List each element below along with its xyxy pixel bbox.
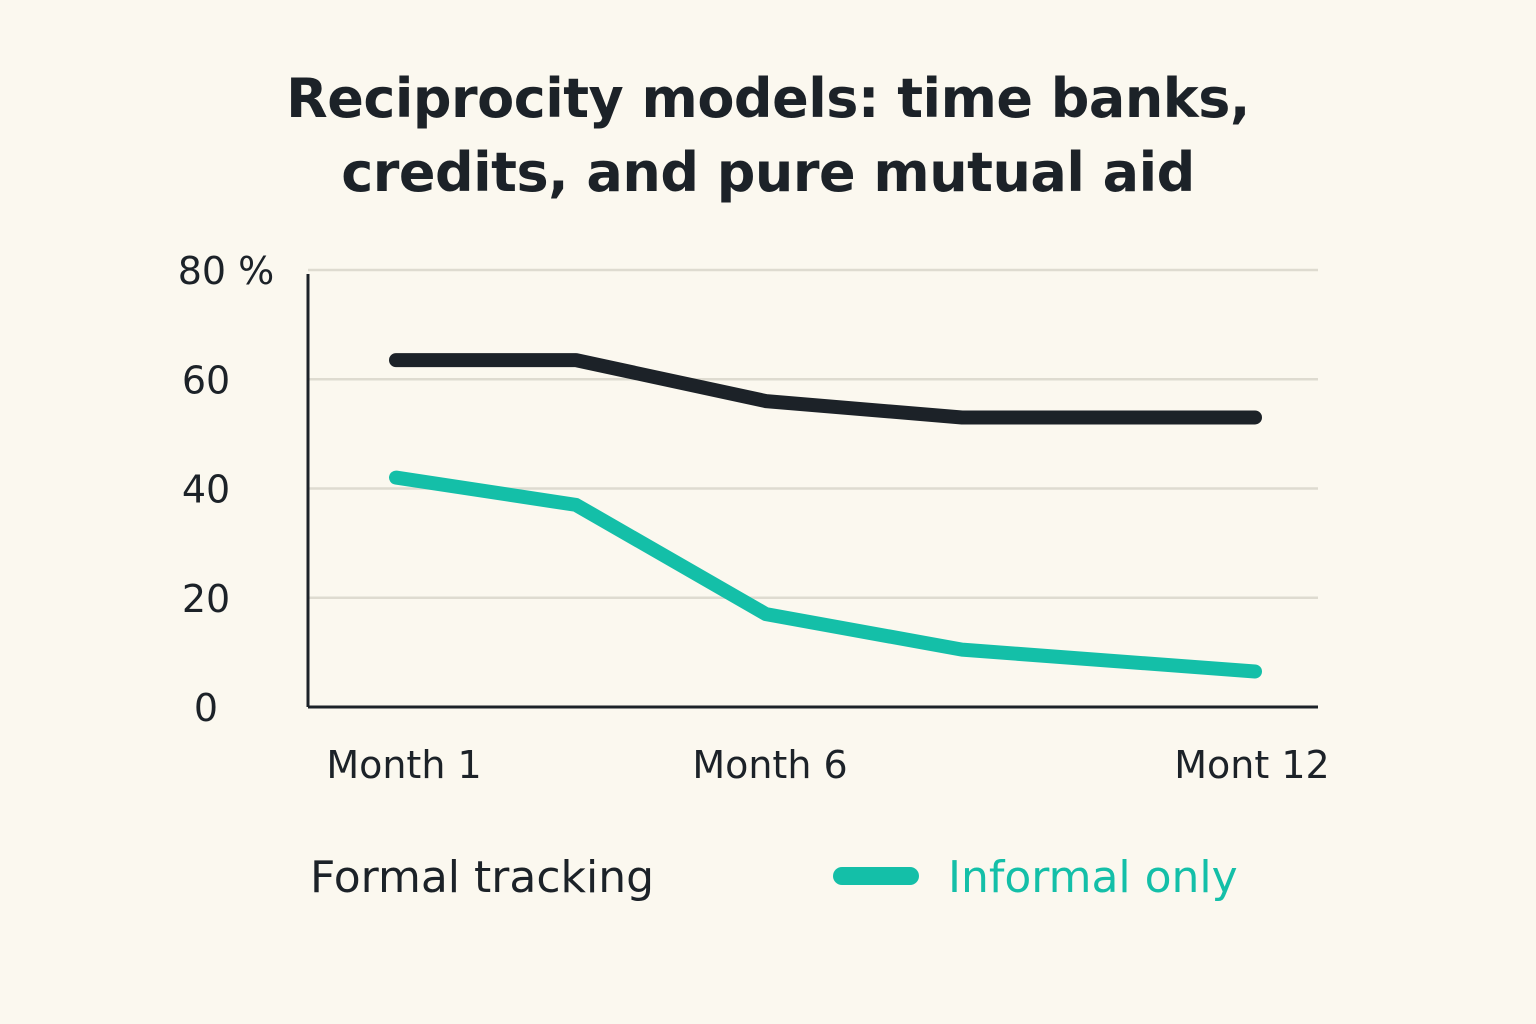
- legend: Formal tracking Informal only: [310, 852, 1238, 903]
- y-tick-label: 40: [182, 468, 230, 512]
- legend-label-informal-only: Informal only: [948, 852, 1238, 903]
- series-line-formal-tracking: [389, 353, 1262, 425]
- chart-title: Reciprocity models: time banks, credits,…: [0, 62, 1536, 210]
- y-tick-label: 0: [194, 686, 218, 730]
- x-axis-ticks: Month 1 Month 6 Mont 12: [326, 743, 1329, 787]
- chart-title-line-1: Reciprocity models: time banks,: [286, 67, 1250, 130]
- series-lines: [389, 353, 1262, 679]
- x-tick-label: Mont 12: [1174, 743, 1329, 787]
- gridlines: [308, 268, 1318, 599]
- y-tick-label: 80 %: [178, 249, 275, 293]
- y-tick-label: 20: [182, 577, 230, 621]
- x-tick-label: Month 6: [692, 743, 847, 787]
- x-tick-label: Month 1: [326, 743, 481, 787]
- chart-title-line-2: credits, and pure mutual aid: [341, 141, 1195, 204]
- series-line-informal-only: [389, 470, 1262, 679]
- y-tick-label: 60: [182, 358, 230, 402]
- legend-label-formal-tracking: Formal tracking: [310, 852, 654, 903]
- y-axis-ticks: 0 20 40 60 80 %: [178, 249, 275, 730]
